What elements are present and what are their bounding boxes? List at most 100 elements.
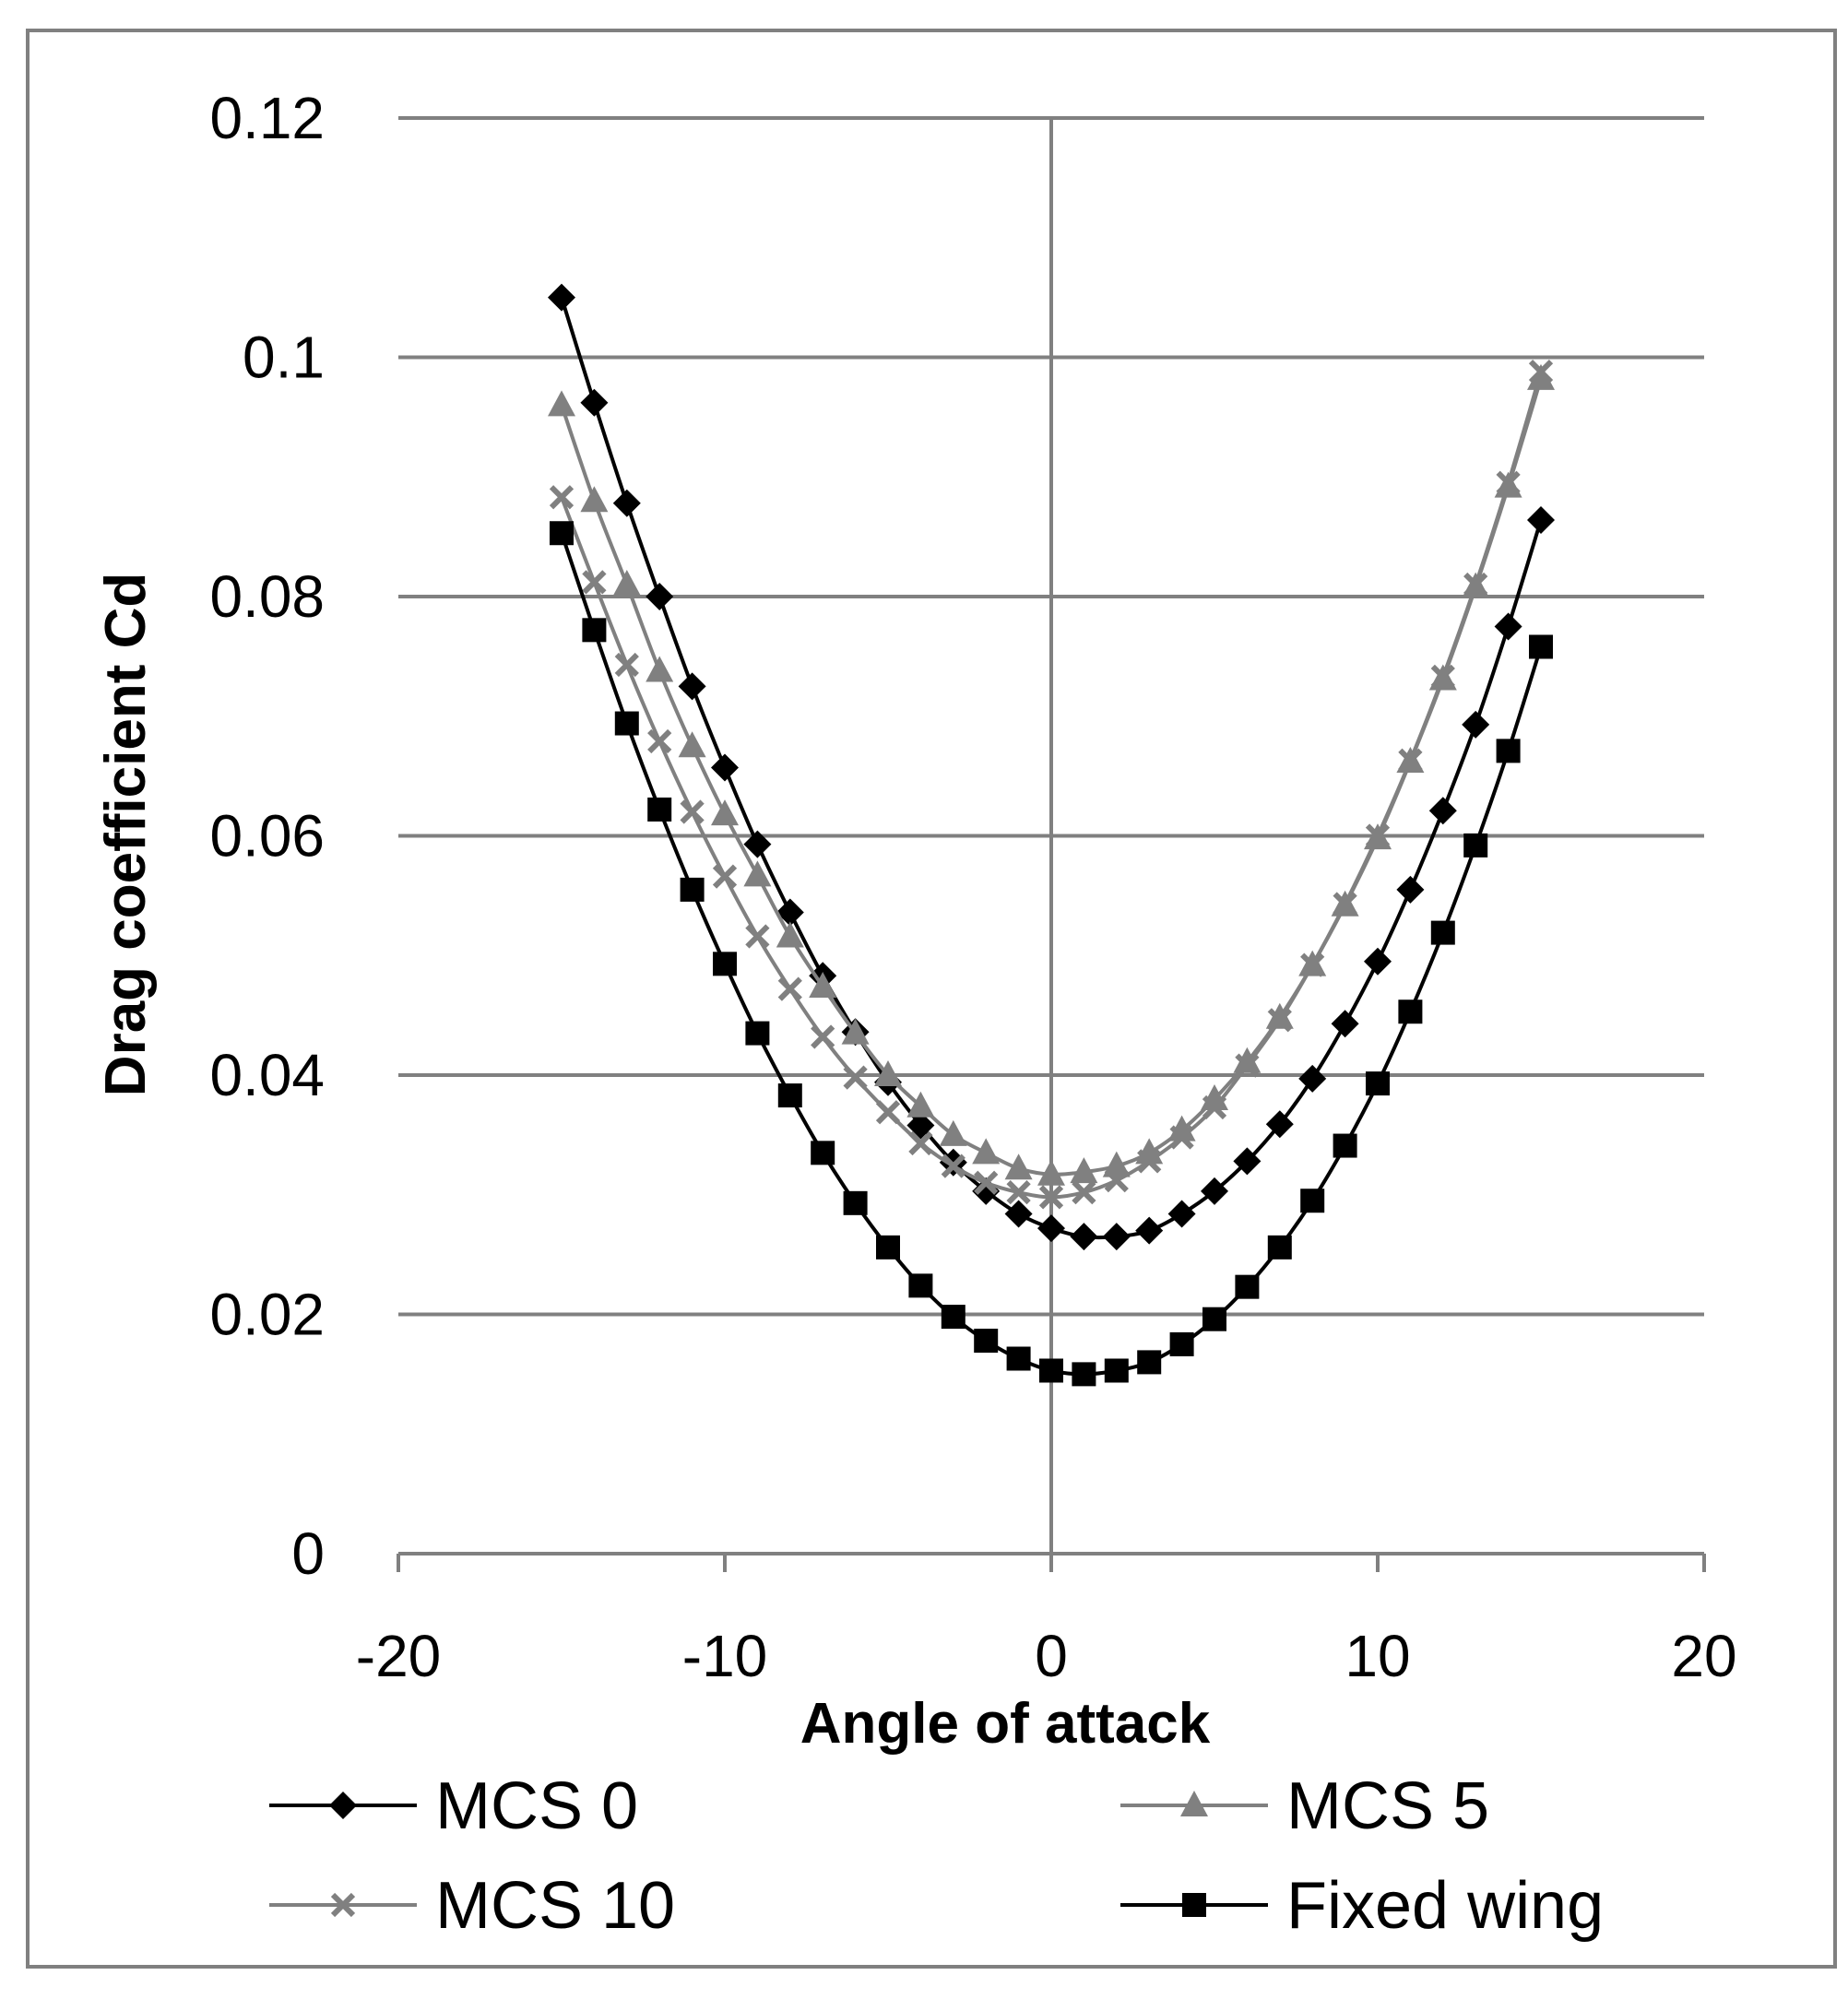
data-point-mcs-10 bbox=[1267, 1008, 1292, 1033]
x-tick-label: -20 bbox=[356, 1623, 442, 1689]
y-tick-label: 0.08 bbox=[209, 563, 325, 630]
data-point-mcs-5 bbox=[1070, 1157, 1098, 1184]
data-point-fixed-wing bbox=[1267, 1235, 1292, 1260]
data-point-fixed-wing bbox=[1202, 1307, 1226, 1331]
data-point-mcs-5 bbox=[1004, 1153, 1033, 1180]
data-point-mcs-5 bbox=[1167, 1115, 1196, 1141]
data-point-mcs-10 bbox=[1038, 1185, 1064, 1210]
y-axis-ticks: 0 0.02 0.04 0.06 0.08 0.1 0.12 bbox=[209, 85, 325, 1587]
y-tick-label: 0.04 bbox=[209, 1042, 325, 1108]
data-point-mcs-5 bbox=[646, 656, 674, 682]
data-point-mcs-0 bbox=[548, 283, 575, 312]
data-point-mcs-0 bbox=[1396, 875, 1425, 904]
data-point-mcs-0 bbox=[1135, 1216, 1164, 1245]
data-point-fixed-wing bbox=[1333, 1133, 1357, 1158]
data-point-fixed-wing bbox=[908, 1273, 933, 1298]
data-point-mcs-5 bbox=[1233, 1047, 1262, 1073]
data-point-fixed-wing bbox=[941, 1305, 965, 1330]
data-point-fixed-wing bbox=[745, 1021, 770, 1046]
series-line-mcs-0 bbox=[560, 297, 1543, 1240]
y-tick-label: 0.02 bbox=[209, 1282, 325, 1348]
data-point-fixed-wing bbox=[680, 877, 705, 902]
legend-item-fixed-wing: Fixed wing bbox=[1120, 1869, 1604, 1943]
data-point-mcs-5 bbox=[776, 921, 804, 948]
data-point-mcs-0 bbox=[1494, 612, 1522, 641]
data-point-mcs-10 bbox=[1463, 572, 1488, 597]
data-point-mcs-0 bbox=[646, 583, 674, 610]
data-point-mcs-5 bbox=[841, 1018, 870, 1045]
data-point-mcs-10 bbox=[745, 924, 770, 949]
x-axis-title: Angle of attack bbox=[800, 1692, 1211, 1756]
data-point-mcs-10 bbox=[811, 1024, 835, 1049]
legend-marker-fixed-wing bbox=[1182, 1893, 1206, 1917]
data-point-mcs-10 bbox=[1430, 664, 1455, 690]
data-point-fixed-wing bbox=[974, 1329, 999, 1354]
data-point-mcs-0 bbox=[1428, 797, 1457, 825]
y-axis-title: Drag coefficient Cd bbox=[94, 573, 158, 1096]
legend-label: MCS 5 bbox=[1286, 1769, 1489, 1843]
legend-label: Fixed wing bbox=[1286, 1869, 1604, 1943]
series bbox=[548, 283, 1555, 1387]
data-point-mcs-5 bbox=[906, 1091, 935, 1118]
data-point-mcs-10 bbox=[1072, 1180, 1096, 1205]
legend-label: MCS 0 bbox=[435, 1769, 638, 1843]
chart-frame bbox=[26, 29, 1837, 1969]
legend-item-mcs-0: MCS 0 bbox=[269, 1769, 638, 1843]
data-point-mcs-10 bbox=[875, 1100, 901, 1125]
data-point-fixed-wing bbox=[1039, 1358, 1063, 1383]
data-point-fixed-wing bbox=[550, 521, 574, 546]
data-point-mcs-5 bbox=[1037, 1159, 1065, 1186]
data-point-mcs-10 bbox=[941, 1153, 965, 1178]
data-point-mcs-0 bbox=[1167, 1200, 1196, 1228]
data-point-mcs-10 bbox=[680, 799, 705, 824]
legend-label: MCS 10 bbox=[435, 1869, 675, 1943]
x-axis-ticks: -20 -10 0 10 20 bbox=[356, 1623, 1737, 1689]
data-point-mcs-0 bbox=[1004, 1200, 1033, 1228]
data-point-mcs-10 bbox=[1137, 1149, 1162, 1174]
data-point-mcs-0 bbox=[1462, 710, 1490, 739]
data-point-mcs-10 bbox=[1169, 1125, 1194, 1150]
data-point-fixed-wing bbox=[1463, 833, 1488, 858]
data-point-fixed-wing bbox=[1366, 1071, 1390, 1096]
legend-item-mcs-5: MCS 5 bbox=[1120, 1769, 1489, 1843]
data-point-mcs-10 bbox=[549, 485, 575, 510]
data-point-mcs-0 bbox=[776, 898, 804, 927]
data-point-fixed-wing bbox=[582, 618, 607, 643]
data-point-mcs-10 bbox=[908, 1130, 933, 1156]
data-point-fixed-wing bbox=[1300, 1189, 1325, 1213]
data-point-mcs-5 bbox=[874, 1060, 902, 1086]
data-point-mcs-10 bbox=[777, 976, 802, 1001]
series-fixed-wing bbox=[550, 521, 1553, 1387]
data-point-fixed-wing bbox=[811, 1141, 835, 1165]
data-point-mcs-0 bbox=[1527, 505, 1555, 534]
data-point-fixed-wing bbox=[1006, 1346, 1031, 1371]
x-tick-label: -10 bbox=[682, 1623, 768, 1689]
data-point-mcs-10 bbox=[582, 570, 607, 595]
data-point-mcs-0 bbox=[1070, 1223, 1098, 1251]
data-point-mcs-0 bbox=[678, 672, 706, 701]
data-point-mcs-0 bbox=[1037, 1214, 1065, 1243]
data-point-mcs-5 bbox=[809, 971, 837, 998]
data-point-mcs-5 bbox=[711, 799, 739, 826]
data-point-mcs-10 bbox=[1528, 359, 1554, 384]
data-point-fixed-wing bbox=[843, 1190, 868, 1215]
legend-marker-mcs-0 bbox=[329, 1792, 357, 1819]
data-point-fixed-wing bbox=[614, 711, 639, 736]
data-point-fixed-wing bbox=[713, 952, 737, 976]
data-point-fixed-wing bbox=[1137, 1350, 1162, 1375]
data-point-mcs-0 bbox=[1265, 1110, 1294, 1139]
data-point-fixed-wing bbox=[1398, 1000, 1423, 1024]
data-point-mcs-0 bbox=[1331, 1010, 1359, 1038]
data-point-mcs-10 bbox=[1235, 1053, 1260, 1078]
y-tick-label: 0.12 bbox=[209, 85, 325, 151]
data-point-mcs-0 bbox=[743, 830, 772, 858]
data-point-mcs-0 bbox=[711, 753, 739, 782]
data-point-mcs-0 bbox=[906, 1111, 935, 1140]
data-point-mcs-10 bbox=[1365, 823, 1391, 848]
data-point-mcs-10 bbox=[1398, 748, 1423, 773]
y-tick-label: 0.1 bbox=[243, 325, 325, 391]
data-point-mcs-0 bbox=[1201, 1177, 1228, 1205]
data-point-mcs-5 bbox=[580, 486, 609, 513]
